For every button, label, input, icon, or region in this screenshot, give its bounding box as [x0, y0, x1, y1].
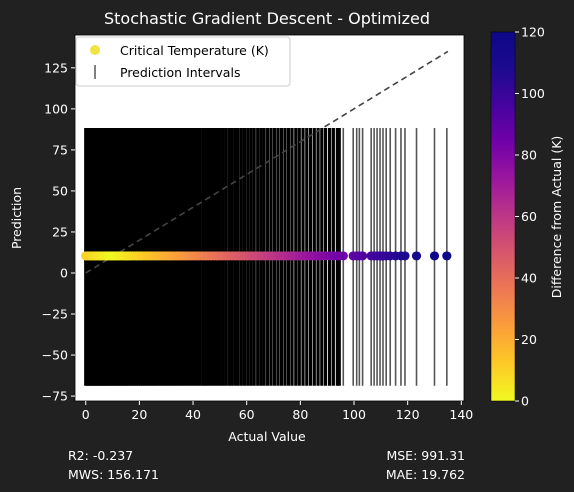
- scatter-points: [81, 251, 452, 261]
- colorbar-tick-label: 120: [521, 25, 545, 40]
- colorbar-tick-label: 80: [521, 148, 537, 163]
- colorbar-tick-label: 0: [521, 394, 529, 409]
- x-axis-label: Actual Value: [228, 429, 306, 444]
- colorbar-ticks: 0 20 40 60 80 100 120: [515, 25, 545, 409]
- colorbar-tick-label: 20: [521, 332, 537, 347]
- colorbar-tick-label: 40: [521, 271, 537, 286]
- y-tick-label: 0: [60, 265, 68, 280]
- mae-metric: MAE: 19.762: [385, 467, 465, 482]
- y-tick-label: −50: [42, 348, 68, 363]
- plot-frame: [74, 34, 465, 402]
- x-axis: 0 20 40 60 80 100 120 140: [82, 401, 473, 422]
- x-tick-label: 100: [342, 407, 366, 422]
- x-tick-label: 60: [239, 407, 255, 422]
- legend-marker-critical-temperature: [90, 45, 100, 55]
- reference-line: [85, 50, 449, 274]
- colorbar: [490, 31, 516, 402]
- y-tick-label: 125: [44, 60, 68, 75]
- y-axis: −75 −50 −25 0 25 50 75 100 125: [42, 60, 75, 404]
- mse-metric: MSE: 991.31: [386, 448, 465, 463]
- y-tick-label: 100: [44, 101, 68, 116]
- y-tick-label: 75: [52, 142, 68, 157]
- legend: Critical Temperature (K) Prediction Inte…: [75, 36, 291, 87]
- data-point: [429, 251, 440, 261]
- data-point: [400, 251, 410, 261]
- y-tick-label: 50: [52, 183, 68, 198]
- y-axis-label: Prediction: [9, 187, 24, 249]
- data-point: [357, 251, 368, 261]
- x-tick-label: 80: [292, 407, 308, 422]
- colorbar-label: Difference from Actual (K): [549, 136, 564, 299]
- data-point: [442, 251, 452, 261]
- colorbar-tick-label: 100: [521, 86, 545, 101]
- r2-metric: R2: -0.237: [68, 448, 134, 463]
- data-point: [411, 251, 422, 261]
- data-point: [338, 251, 348, 261]
- legend-label-critical-temperature: Critical Temperature (K): [120, 43, 269, 58]
- y-tick-label: 25: [52, 224, 68, 239]
- x-tick-label: 140: [449, 407, 473, 422]
- x-tick-label: 20: [131, 407, 147, 422]
- x-tick-label: 0: [82, 407, 90, 422]
- x-tick-label: 40: [185, 407, 201, 422]
- y-tick-label: −25: [42, 307, 68, 322]
- mws-metric: MWS: 156.171: [68, 467, 159, 482]
- chart-title: Stochastic Gradient Descent - Optimized: [104, 9, 430, 28]
- legend-label-prediction-intervals: Prediction Intervals: [120, 65, 240, 80]
- x-tick-label: 120: [396, 407, 420, 422]
- y-tick-label: −75: [42, 389, 68, 404]
- colorbar-tick-label: 60: [521, 209, 537, 224]
